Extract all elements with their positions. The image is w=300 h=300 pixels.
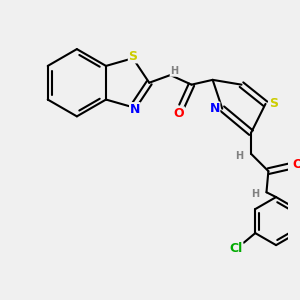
Text: S: S <box>269 98 278 110</box>
Text: O: O <box>174 107 184 120</box>
Text: N: N <box>130 103 140 116</box>
Text: N: N <box>209 102 220 115</box>
Text: Cl: Cl <box>230 242 243 255</box>
Text: H: H <box>236 151 244 161</box>
Text: O: O <box>292 158 300 171</box>
Text: H: H <box>170 66 178 76</box>
Text: H: H <box>251 189 259 199</box>
Text: S: S <box>128 50 137 63</box>
